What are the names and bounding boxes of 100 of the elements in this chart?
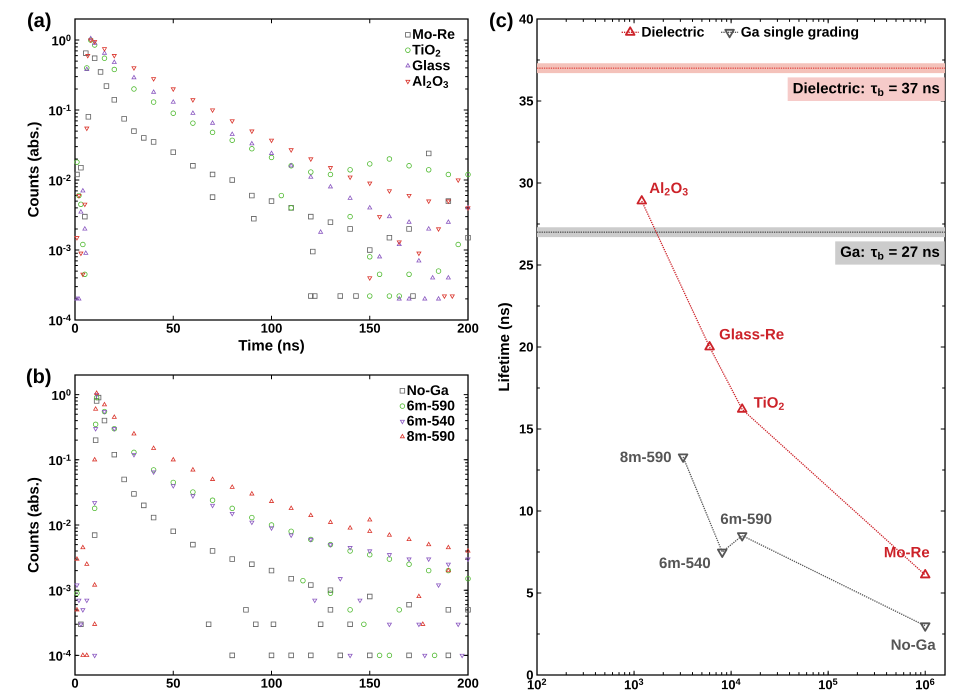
point <box>278 192 284 198</box>
point <box>450 294 455 299</box>
legend-label: Dielectric <box>642 26 704 37</box>
point <box>456 178 461 183</box>
point <box>347 226 353 232</box>
point <box>300 578 306 584</box>
legend-label: 6m-540 <box>407 416 454 426</box>
point <box>367 205 372 210</box>
point <box>426 558 432 562</box>
point <box>253 622 258 627</box>
point <box>190 467 196 472</box>
point <box>308 652 314 658</box>
ref-line-label: Ga: τ$_{b}$ = 27 ns <box>840 246 940 260</box>
point <box>436 227 441 232</box>
point <box>406 562 412 567</box>
point <box>376 652 382 658</box>
point <box>210 504 215 508</box>
point <box>347 167 353 172</box>
point <box>436 583 441 588</box>
point <box>361 622 367 627</box>
point <box>190 98 196 103</box>
point <box>131 450 137 456</box>
point <box>269 138 274 143</box>
point <box>466 558 470 562</box>
point <box>386 156 392 162</box>
point <box>367 293 372 299</box>
point <box>251 216 257 222</box>
point <box>141 502 146 508</box>
point <box>131 86 137 92</box>
point <box>358 598 362 603</box>
y-tick-label: 25 <box>519 260 534 270</box>
point <box>416 252 422 256</box>
point <box>249 491 254 496</box>
point <box>308 512 314 518</box>
text: (a) <box>28 12 50 32</box>
point <box>230 512 235 516</box>
point <box>308 169 314 175</box>
point <box>436 268 442 274</box>
point <box>465 234 471 240</box>
point <box>94 390 100 395</box>
point <box>426 542 432 546</box>
point <box>377 254 382 258</box>
point <box>170 484 176 488</box>
point <box>84 562 90 566</box>
point <box>84 652 90 657</box>
point <box>102 50 107 55</box>
point <box>268 568 274 574</box>
point <box>88 36 94 40</box>
point <box>151 470 156 475</box>
point <box>170 110 176 116</box>
point <box>141 135 146 141</box>
x-tick-label: 50 <box>166 678 180 688</box>
point <box>420 622 426 626</box>
point <box>396 296 402 300</box>
point <box>386 652 392 658</box>
point <box>367 254 372 260</box>
y-tick-label: 20 <box>519 342 533 352</box>
point <box>426 150 432 156</box>
point <box>82 214 88 220</box>
point <box>396 607 402 613</box>
point <box>456 622 461 627</box>
point <box>112 414 117 419</box>
point <box>406 226 412 232</box>
point <box>367 552 372 558</box>
point <box>347 548 353 554</box>
x-tick-label: 10$^{2}$ <box>528 678 546 690</box>
point <box>432 652 438 658</box>
point <box>446 172 452 178</box>
point <box>94 398 100 404</box>
x-tick-label: 0 <box>72 678 78 688</box>
point <box>338 577 343 582</box>
point <box>442 294 447 299</box>
point <box>406 194 412 198</box>
point <box>416 622 422 627</box>
point <box>249 514 255 520</box>
x-axis-title: Time (ns) <box>238 340 304 354</box>
legend-label: TiO$_{2}$ <box>412 44 440 57</box>
point <box>406 602 412 608</box>
point <box>406 272 412 277</box>
point <box>353 293 359 299</box>
point <box>416 594 422 598</box>
ref-line-label: Dielectric: τ$_{b}$ = 37 ns <box>794 82 940 96</box>
point <box>422 296 428 300</box>
point <box>84 126 90 131</box>
point <box>338 652 343 658</box>
point <box>86 114 92 120</box>
x-tick-label: 200 <box>458 678 478 688</box>
point <box>338 293 343 299</box>
point <box>377 215 382 220</box>
y-axis-title: Lifetime (ns) <box>498 303 512 391</box>
point <box>465 172 471 178</box>
point <box>131 491 137 497</box>
point <box>406 219 412 224</box>
point <box>92 532 98 538</box>
point <box>422 654 428 658</box>
point <box>151 446 156 450</box>
point <box>132 431 136 436</box>
point <box>93 406 98 411</box>
point <box>92 56 98 61</box>
point <box>170 457 176 462</box>
